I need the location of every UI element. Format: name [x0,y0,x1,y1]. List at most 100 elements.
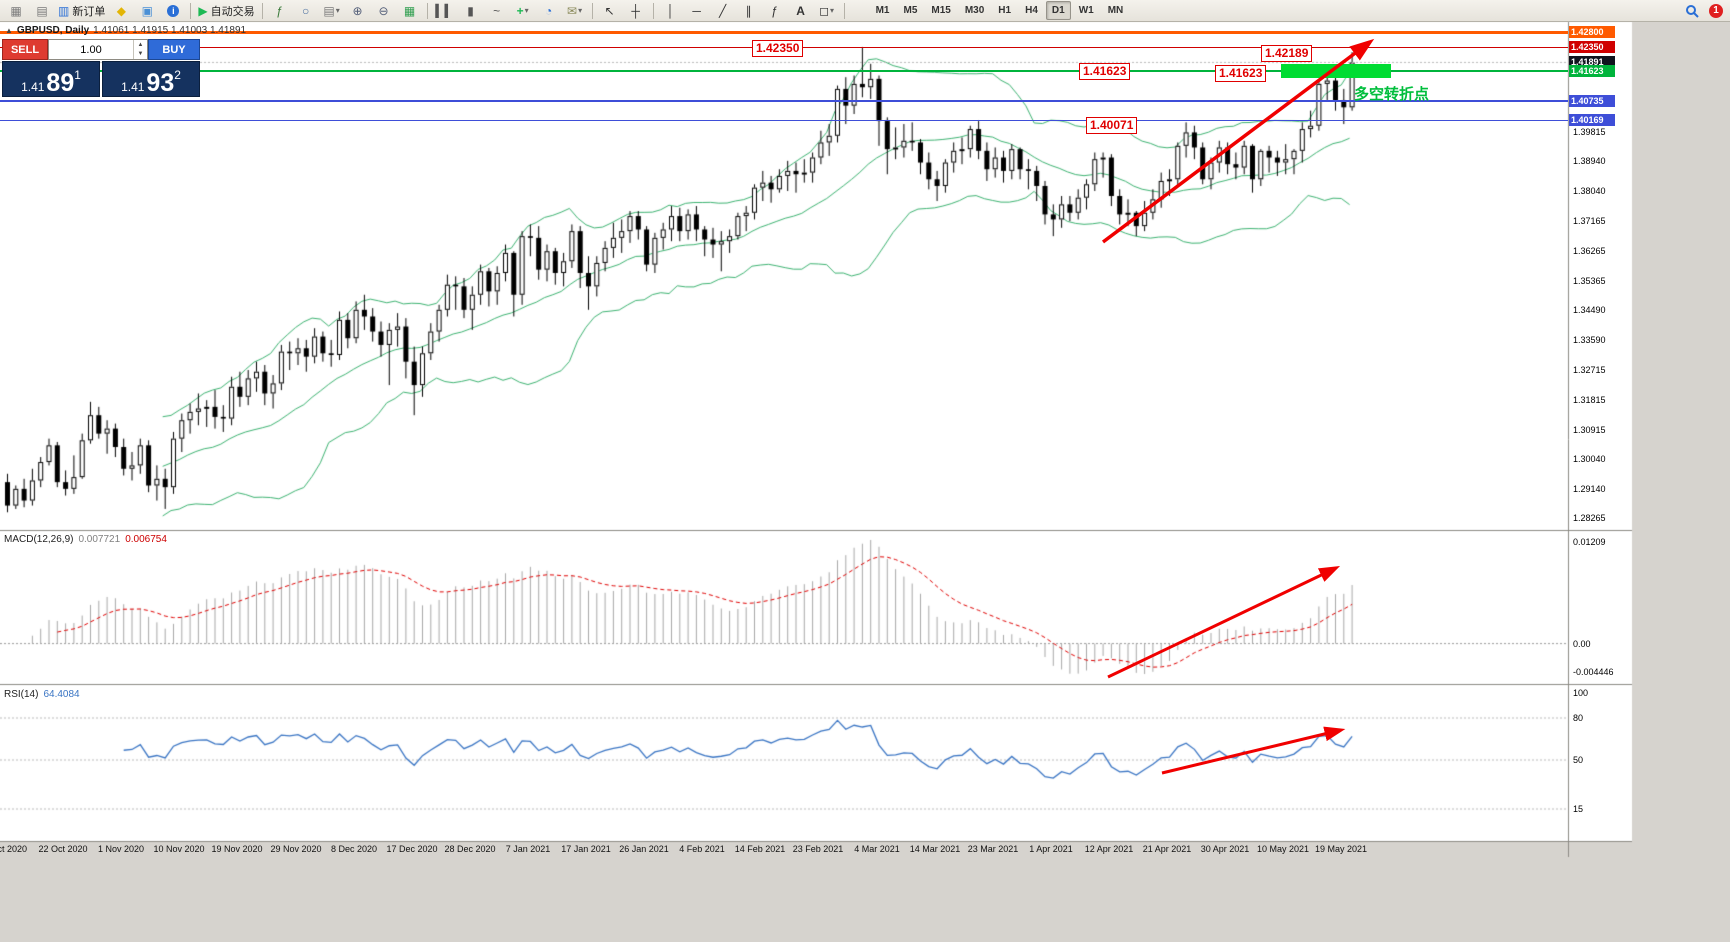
metaeditor-button[interactable]: ◆ [108,1,134,21]
new-order-label: 新订单 [72,5,106,18]
periods-button[interactable]: ○ [293,1,319,21]
trendline-button[interactable]: ╱ [710,1,736,21]
horizontal-line-button[interactable]: ─ [684,1,710,21]
fibonacci-button[interactable]: ƒ [762,1,788,21]
price-annotation-box[interactable]: 1.40071 [1086,117,1138,134]
sell-price-prefix: 1.41 [21,80,45,94]
price-scale-label: 1.32715 [1573,365,1606,375]
price-scale-label: 1.37165 [1573,216,1606,226]
new-chart-button[interactable]: ▦ [3,1,29,21]
sell-price-sup: 1 [74,68,81,82]
date-label: 14 Mar 2021 [909,844,961,854]
timeframe-m5-button[interactable]: M5 [903,5,918,16]
sell-price-display[interactable]: 1.41 89 1 [2,61,100,97]
shapes-icon: ◻ [819,3,830,18]
price-scale-label: 1.29140 [1573,484,1606,494]
dropdown-arrow-icon: ▾ [335,6,340,15]
terminal-icon: ▣ [141,3,154,18]
cursor-button[interactable]: ↖ [597,1,623,21]
volume-up-icon[interactable]: ▲ [137,41,144,48]
buy-price-big: 93 [146,68,175,97]
date-label: 30 Apr 2021 [1200,844,1250,854]
macd-name: MACD(12,26,9) [4,534,74,545]
price-annotation-box[interactable]: 1.42350 [752,40,804,57]
date-label: 14 Feb 2021 [734,844,786,854]
price-annotation-box[interactable]: 1.41623 [1215,65,1267,82]
zoom-in-button[interactable]: ⊕ [345,1,371,21]
help-button[interactable]: i [160,1,186,21]
volume-input[interactable]: 1.00 [80,43,102,56]
candlestick-chart-button[interactable]: ▮ [458,1,484,21]
toolbar-separator [591,2,593,19]
horizontal-price-line[interactable] [0,100,1568,102]
turning-zone-rect[interactable] [1281,64,1391,78]
horizontal-price-line[interactable] [0,120,1568,121]
equidistant-channel-button[interactable]: ∥ [736,1,762,21]
toolbar-separator [261,2,263,19]
horizontal-price-line[interactable] [0,31,1568,34]
indicators-button[interactable]: ƒ [267,1,293,21]
volume-control: 1.00 ▲ ▼ [48,39,148,60]
buy-button[interactable]: BUY [148,39,200,60]
dropdown-arrow-icon: ▾ [578,6,583,15]
templates-button[interactable]: ▤ ▾ [319,1,345,21]
mail-template-button[interactable]: ✉ ▾ [562,1,588,21]
timeframe-d1-button[interactable]: D1 [1045,1,1071,20]
equidistant-channel-icon: ∥ [745,3,752,18]
tile-windows-button[interactable]: ▦ [397,1,423,21]
date-label: 10 Nov 2020 [153,844,205,854]
symbol-marker-icon: ▲ [5,26,13,35]
text-icon: A [796,3,805,18]
timeframe-w1-button[interactable]: W1 [1078,5,1094,16]
auto-trading-button[interactable]: ▶ 自动交易 [195,1,257,21]
crosshair-button[interactable]: ┼ [623,1,649,21]
periods-icon: ○ [301,3,310,18]
dropdown-arrow-icon: ▾ [524,6,529,15]
price-scale-label: 1.39815 [1573,127,1606,137]
cycles-button[interactable]: ◔ [536,1,562,21]
timeframe-m30-button[interactable]: M30 [964,5,985,16]
price-annotation-box[interactable]: 1.41623 [1079,63,1131,80]
profiles-button[interactable]: ▤ [29,1,55,21]
mail-icon: ✉ [567,3,578,18]
notifications-badge[interactable]: 1 [1709,3,1723,18]
bar-chart-button[interactable]: ▍▍ [432,1,458,21]
date-label: 1 Apr 2021 [1029,844,1073,854]
horizontal-price-line[interactable] [0,70,1568,72]
new-order-button[interactable]: ▥ 新订单 [55,1,108,21]
price-scale-label: 1.38040 [1573,186,1606,196]
help-icon: i [167,4,180,17]
date-label: 8 Dec 2020 [330,844,378,854]
price-scale-label: 1.33590 [1573,335,1606,345]
buy-price-prefix: 1.41 [121,80,145,94]
metaeditor-icon: ◆ [116,3,126,18]
turning-point-text[interactable]: 多空转折点 [1354,86,1430,103]
add-indicator-button[interactable]: + ▾ [510,1,536,21]
timeframe-h1-button[interactable]: H1 [998,5,1012,16]
timeframe-h4-button[interactable]: H4 [1025,5,1038,16]
search-button[interactable] [1679,1,1705,21]
macd-indicator-label: MACD(12,26,9) 0.007721 0.006754 [4,534,167,545]
sell-button[interactable]: SELL [2,39,48,60]
rsi-scale-label: 100 [1573,688,1589,698]
buy-price-display[interactable]: 1.41 93 2 [102,61,200,97]
toolbar-separator [426,2,428,19]
line-chart-icon: ~ [493,3,501,18]
timeframe-m1-button[interactable]: M1 [875,5,890,16]
zoom-out-button[interactable]: ⊖ [371,1,397,21]
terminal-button[interactable]: ▣ [134,1,160,21]
timeframe-m15-button[interactable]: M15 [931,5,951,16]
date-label: 12 Apr 2021 [1084,844,1134,854]
line-chart-button[interactable]: ~ [484,1,510,21]
shapes-button[interactable]: ◻ ▾ [814,1,840,21]
text-button[interactable]: A [788,1,814,21]
price-annotation-box[interactable]: 1.42189 [1261,45,1313,62]
vertical-line-button[interactable]: │ [658,1,684,21]
profiles-icon: ▤ [36,3,48,18]
timeframe-mn-button[interactable]: MN [1107,5,1124,16]
main-toolbar: ▦ ▤ ▥ 新订单 ◆ ▣ i ▶ 自动交易 ƒ ○ ▤ ▾ ⊕ ⊖ ▦ ▍▍ ▮… [0,0,1730,22]
bar-chart-icon: ▍▍ [435,3,454,18]
volume-down-icon[interactable]: ▼ [137,51,144,58]
macd-scale-label: 0.01209 [1573,537,1606,547]
